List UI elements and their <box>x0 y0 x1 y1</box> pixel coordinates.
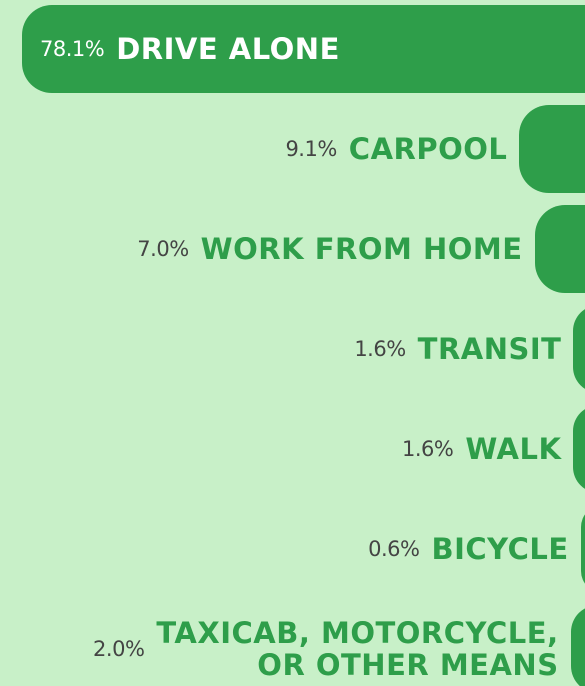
bar-label: 2.0% TAXICAB, MOTORCYCLE, OR OTHER MEANS <box>93 605 559 686</box>
bar-row: 0.6% BICYCLE <box>0 505 585 593</box>
value-label: 78.1% <box>40 37 105 61</box>
bar-row: 9.1% CARPOOL <box>0 105 585 193</box>
bar <box>534 205 585 293</box>
value-label: 9.1% <box>285 137 337 161</box>
category-label: WALK <box>465 432 562 466</box>
bar <box>580 505 585 593</box>
bar <box>573 305 585 393</box>
category-label: BICYCLE <box>431 532 569 566</box>
value-label: 0.6% <box>368 537 420 561</box>
category-label: CARPOOL <box>348 132 508 166</box>
category-label: TAXICAB, MOTORCYCLE, OR OTHER MEANS <box>156 616 559 682</box>
bar <box>22 5 585 93</box>
bar-label: 1.6% TRANSIT <box>354 305 561 393</box>
value-label: 1.6% <box>354 337 406 361</box>
value-label: 1.6% <box>402 437 454 461</box>
bar-row: 1.6% TRANSIT <box>0 305 585 393</box>
value-label: 2.0% <box>93 637 145 661</box>
category-label: TRANSIT <box>417 332 562 366</box>
bar-row: 1.6% WALK <box>0 405 585 493</box>
bar <box>519 105 585 193</box>
bar-row: 2.0% TAXICAB, MOTORCYCLE, OR OTHER MEANS <box>0 605 585 686</box>
value-label: 7.0% <box>137 237 189 261</box>
bar <box>570 605 585 686</box>
bar-label: 9.1% CARPOOL <box>285 105 507 193</box>
bar-row: 78.1% DRIVE ALONE <box>0 5 585 93</box>
bar-row: 7.0% WORK FROM HOME <box>0 205 585 293</box>
bar-label: 7.0% WORK FROM HOME <box>137 205 522 293</box>
bar <box>573 405 585 493</box>
category-label: WORK FROM HOME <box>200 232 523 266</box>
category-label: DRIVE ALONE <box>116 32 340 66</box>
bar-label: 1.6% WALK <box>402 405 561 493</box>
bar-label: 78.1% DRIVE ALONE <box>40 5 340 93</box>
bar-label: 0.6% BICYCLE <box>368 505 569 593</box>
